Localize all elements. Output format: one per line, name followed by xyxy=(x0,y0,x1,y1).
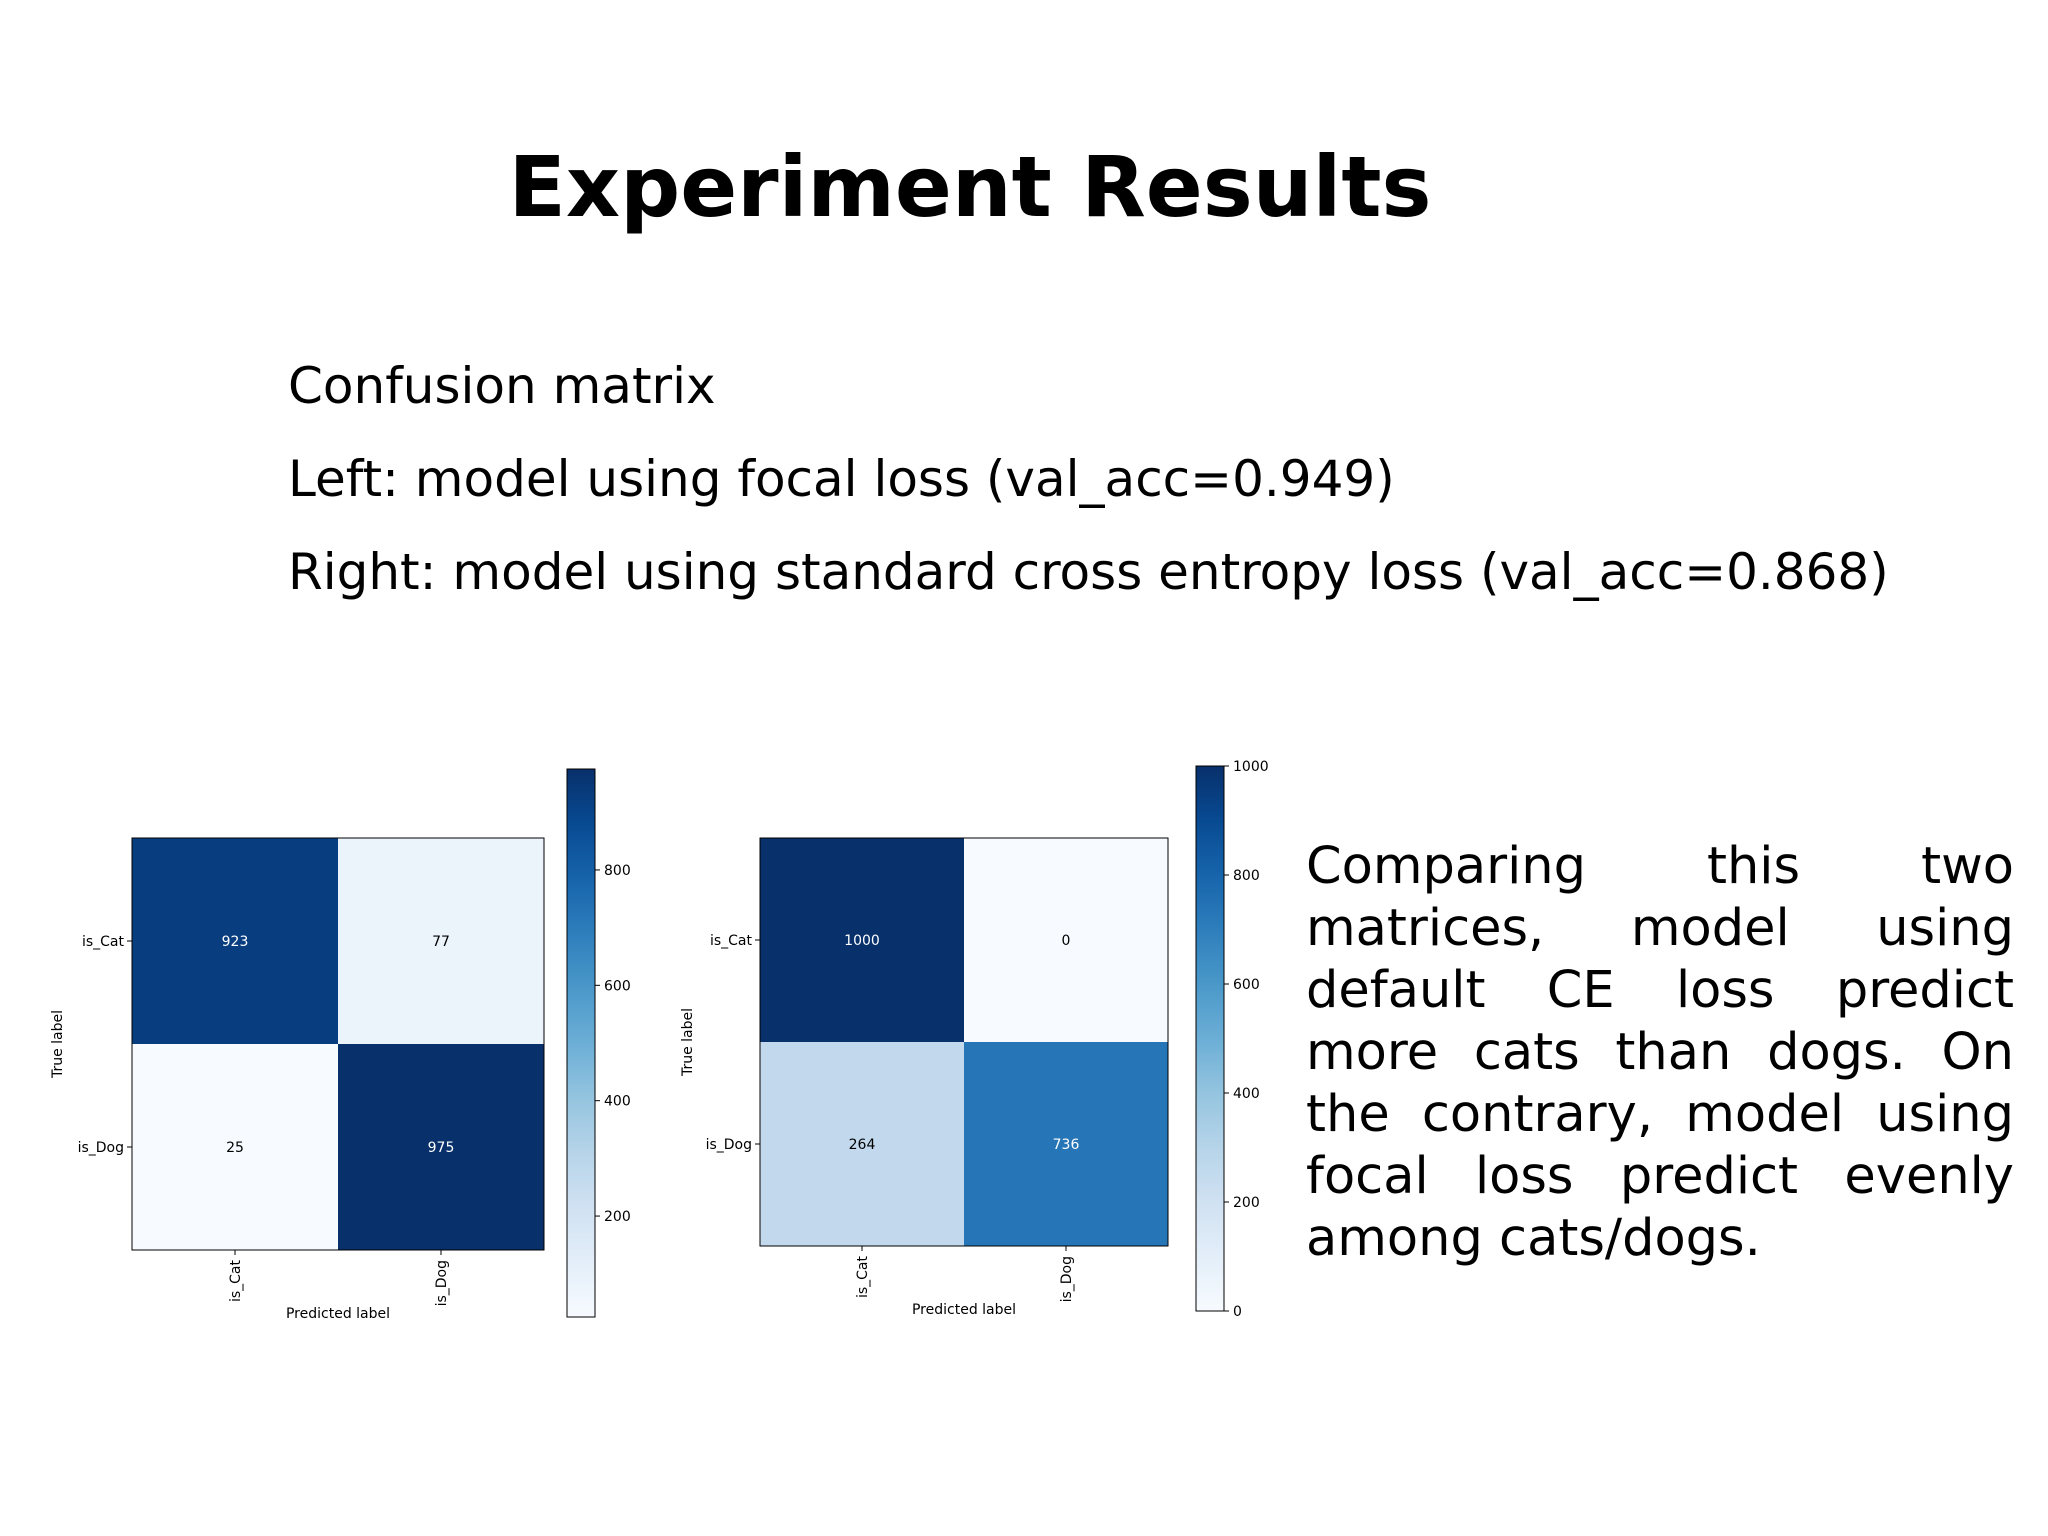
y-axis-label: True label xyxy=(50,1010,66,1079)
cell-value-label: 25 xyxy=(226,1140,244,1156)
cell-value-label: 77 xyxy=(432,934,450,950)
colorbar-tick-label: 800 xyxy=(1233,868,1260,884)
colorbar xyxy=(1195,765,1225,1312)
y-tick-label: is_Cat xyxy=(82,934,125,950)
matrix-cell xyxy=(132,1044,338,1250)
cell-value-label: 923 xyxy=(222,934,249,950)
confusion-matrix-focal-loss: 923 77 25 975 is_Cat is_Dog is_Cat is_Dog Predic… xyxy=(50,768,631,1322)
y-tick-label: is_Cat xyxy=(710,933,753,949)
bullet-list: Confusion matrix Left: model using focal… xyxy=(288,340,1889,619)
colorbar-tick-label: 800 xyxy=(604,863,631,879)
x-tick-label: is_Dog xyxy=(1059,1256,1075,1302)
bullet-confusion-matrix: Confusion matrix xyxy=(288,357,716,415)
colorbar-tick-label: 0 xyxy=(1233,1304,1242,1320)
matrix-cell xyxy=(964,1042,1168,1246)
matrix-frame xyxy=(131,837,545,1251)
colorbar-tick-label: 400 xyxy=(1233,1086,1260,1102)
x-tick-label: is_Dog xyxy=(434,1260,450,1306)
x-axis-label: Predicted label xyxy=(286,1306,390,1322)
y-tick-label: is_Dog xyxy=(78,1140,124,1156)
colorbar xyxy=(566,768,596,1318)
colorbar-tick-label: 400 xyxy=(604,1094,631,1110)
comparison-note: Comparing this two matrices, model using… xyxy=(1306,837,2014,1268)
cell-value-label: 264 xyxy=(849,1137,876,1153)
y-axis-label: True label xyxy=(680,1008,696,1077)
colorbar-tick-label: 200 xyxy=(1233,1195,1260,1211)
x-tick-label: is_Cat xyxy=(855,1255,871,1298)
x-axis-label: Predicted label xyxy=(912,1302,1016,1318)
bullet-left-model: Left: model using focal loss (val_acc=0.… xyxy=(288,450,1395,508)
matrix-cell xyxy=(760,1042,964,1246)
matrix-cell xyxy=(132,838,338,1044)
matrix-cell xyxy=(338,1044,544,1250)
cell-value-label: 0 xyxy=(1062,933,1071,949)
colorbar-tick-label: 600 xyxy=(1233,977,1260,993)
colorbar-tick-label: 600 xyxy=(604,978,631,994)
x-tick-label: is_Cat xyxy=(228,1259,244,1302)
bullet-right-model: Right: model using standard cross entrop… xyxy=(288,543,1889,601)
colorbar-tick-label: 200 xyxy=(604,1209,631,1225)
cell-value-label: 736 xyxy=(1053,1137,1080,1153)
matrix-cell xyxy=(964,838,1168,1042)
cell-value-label: 975 xyxy=(428,1140,455,1156)
matrix-cell xyxy=(760,838,964,1042)
matrix-frame xyxy=(759,837,1169,1247)
slide-title: Experiment Results xyxy=(508,138,1432,236)
y-tick-label: is_Dog xyxy=(706,1137,752,1153)
colorbar-tick-label: 1000 xyxy=(1233,759,1269,775)
cell-value-label: 1000 xyxy=(844,933,880,949)
matrix-cell xyxy=(338,838,544,1044)
confusion-matrix-cross-entropy: 1000 0 264 736 is_Cat is_Dog is_Cat is_Dog Predi… xyxy=(680,759,1269,1320)
